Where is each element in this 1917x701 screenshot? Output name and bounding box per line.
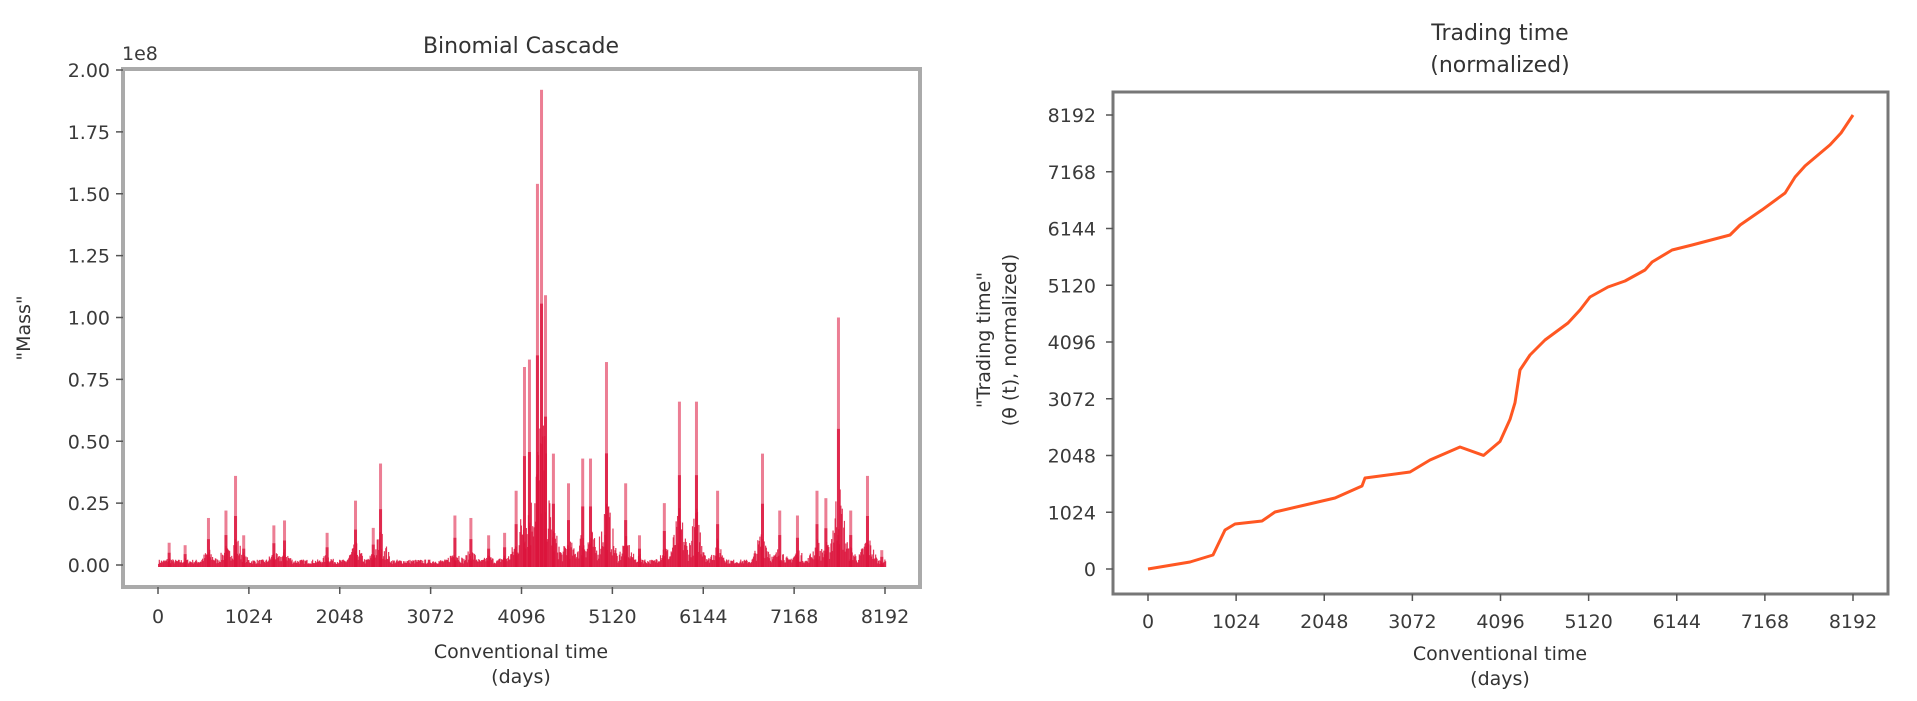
svg-text:7168: 7168	[1741, 611, 1789, 633]
svg-text:1.00: 1.00	[68, 308, 110, 330]
right-x-axis-label-line1: Conventional time	[1413, 643, 1587, 665]
svg-text:0.50: 0.50	[68, 431, 110, 453]
svg-text:0.25: 0.25	[68, 493, 110, 515]
svg-text:0.75: 0.75	[68, 369, 110, 391]
right-plot-area	[1147, 114, 1855, 571]
svg-text:3072: 3072	[406, 606, 454, 628]
right-y-axis-label-line2: (θ (t), normalized)	[999, 254, 1021, 426]
svg-text:1024: 1024	[1048, 502, 1096, 524]
svg-text:6144: 6144	[1653, 611, 1701, 633]
svg-text:5120: 5120	[588, 606, 636, 628]
svg-text:0: 0	[1084, 559, 1096, 581]
svg-text:2048: 2048	[1048, 446, 1096, 468]
svg-text:1.50: 1.50	[68, 184, 110, 206]
svg-text:2.00: 2.00	[68, 60, 110, 82]
svg-text:3072: 3072	[1048, 389, 1096, 411]
svg-text:5120: 5120	[1048, 275, 1096, 297]
svg-text:4096: 4096	[1048, 332, 1096, 354]
svg-text:0: 0	[1142, 611, 1154, 633]
svg-text:4096: 4096	[1476, 611, 1524, 633]
svg-text:0: 0	[152, 606, 164, 628]
right-x-axis-ticks: 0 1024 2048 3072 4096 5120 6144 7168 8192	[1142, 594, 1877, 633]
svg-text:1024: 1024	[1212, 611, 1260, 633]
svg-text:1024: 1024	[225, 606, 273, 628]
left-x-axis-label-line2: (days)	[491, 666, 551, 688]
left-y-axis-label: "Mass"	[13, 295, 35, 360]
trading-time-chart: Trading time (normalized) 0 1024 2048 3072 4…	[973, 21, 1890, 690]
svg-text:2048: 2048	[1300, 611, 1348, 633]
svg-text:3072: 3072	[1388, 611, 1436, 633]
right-chart-title-line1: Trading time	[1430, 21, 1568, 46]
svg-text:8192: 8192	[1829, 611, 1877, 633]
right-chart-title-line2: (normalized)	[1430, 53, 1569, 78]
left-axes-frame	[121, 67, 922, 589]
binomial-cascade-chart: Binomial Cascade 1e8 0.00 0.25 0.50 0.75 1.0…	[13, 34, 922, 688]
svg-text:8192: 8192	[861, 606, 909, 628]
svg-text:4096: 4096	[497, 606, 545, 628]
svg-text:1.75: 1.75	[68, 122, 110, 144]
left-x-axis-ticks: 0 1024 2048 3072 4096 5120 6144 7168 8192	[152, 587, 909, 628]
left-plot-area	[158, 89, 887, 568]
svg-text:5120: 5120	[1564, 611, 1612, 633]
left-y-axis-ticks: 0.00 0.25 0.50 0.75 1.00 1.25 1.50 1.75 2.00	[68, 60, 123, 577]
right-axes-frame	[1111, 90, 1890, 596]
left-x-axis-label-line1: Conventional time	[434, 641, 608, 663]
right-x-axis-label-line2: (days)	[1470, 668, 1530, 690]
svg-text:2048: 2048	[316, 606, 364, 628]
svg-text:0.00: 0.00	[68, 555, 110, 577]
right-y-axis-ticks: 0 1024 2048 3072 4096 5120 6144 7168 8192	[1048, 105, 1113, 581]
svg-text:7168: 7168	[1048, 162, 1096, 184]
svg-text:8192: 8192	[1048, 105, 1096, 127]
svg-text:6144: 6144	[679, 606, 727, 628]
svg-text:1.25: 1.25	[68, 246, 110, 268]
right-y-axis-label-line1: "Trading time"	[973, 272, 995, 408]
left-chart-title: Binomial Cascade	[423, 34, 619, 59]
svg-text:6144: 6144	[1048, 219, 1096, 241]
y-offset-label: 1e8	[122, 43, 158, 65]
svg-text:7168: 7168	[770, 606, 818, 628]
